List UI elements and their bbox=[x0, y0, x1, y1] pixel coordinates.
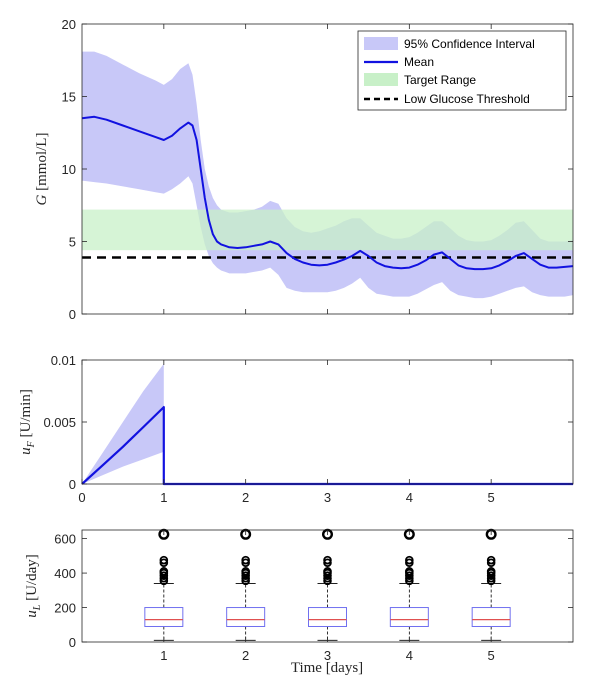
glucose-ytick-label: 20 bbox=[62, 17, 76, 32]
glucose-ytick-label: 10 bbox=[62, 162, 76, 177]
boxplot-xtick-label: 5 bbox=[488, 648, 495, 663]
boxplot-ytick-label: 400 bbox=[54, 566, 76, 581]
infusion-xtick-label: 5 bbox=[488, 490, 495, 505]
boxplot-panel: 0 200 400 600 1 2 3 4 5 uL [U/day] Time [days] bbox=[24, 528, 574, 676]
boxplot-ytick-label: 200 bbox=[54, 601, 76, 616]
box-iqr bbox=[389, 607, 429, 627]
legend: 95% Confidence Interval Mean Target Rang… bbox=[357, 30, 567, 111]
legend-mean-label: Mean bbox=[404, 55, 434, 69]
target-range-band bbox=[82, 209, 573, 251]
infusion-xtick-label: 2 bbox=[242, 490, 249, 505]
infusion-ytick-label: 0.01 bbox=[51, 353, 76, 368]
box-outlier bbox=[405, 555, 414, 565]
infusion-ytick-label: 0 bbox=[69, 477, 76, 492]
boxplot-xtick-label: 3 bbox=[324, 648, 331, 663]
box-outlier bbox=[323, 555, 332, 565]
boxplot-ylabel: uL [U/day] bbox=[24, 554, 43, 617]
box-iqr bbox=[144, 607, 184, 627]
glucose-ylabel: G [mmol/L] bbox=[34, 133, 50, 206]
box-outlier bbox=[241, 567, 250, 576]
legend-ci-label: 95% Confidence Interval bbox=[404, 37, 535, 51]
box-outlier bbox=[486, 555, 496, 565]
legend-ci-swatch bbox=[364, 37, 398, 50]
boxplot-xlabel: Time [days] bbox=[291, 660, 363, 676]
infusion-ytick-label: 0.005 bbox=[43, 415, 76, 430]
boxplot-ytick-label: 600 bbox=[54, 532, 76, 547]
glucose-ytick-label: 5 bbox=[69, 235, 76, 250]
boxplot-xtick-label: 1 bbox=[160, 648, 167, 663]
box-outlier bbox=[159, 567, 169, 576]
glucose-ytick-label: 0 bbox=[69, 307, 76, 322]
box-iqr bbox=[226, 607, 266, 627]
infusion-xtick-label: 4 bbox=[406, 490, 413, 505]
box-iqr bbox=[471, 607, 511, 627]
legend-target-label: Target Range bbox=[404, 73, 476, 87]
infusion-ci-band bbox=[82, 363, 164, 484]
box-outlier bbox=[486, 567, 496, 576]
box-outlier bbox=[405, 567, 414, 576]
infusion-xtick-label: 1 bbox=[160, 490, 167, 505]
infusion-xtick-label: 0 bbox=[78, 490, 85, 505]
glucose-mean-line bbox=[81, 115, 574, 271]
boxplot-xtick-label: 2 bbox=[242, 648, 249, 663]
legend-threshold-label: Low Glucose Threshold bbox=[404, 92, 530, 106]
legend-target-swatch bbox=[364, 73, 398, 86]
box-outlier bbox=[323, 567, 332, 576]
box-outlier bbox=[241, 555, 250, 565]
infusion-ylabel: uF [U/min] bbox=[18, 389, 37, 455]
box-iqr bbox=[308, 607, 347, 627]
boxplot-xtick-label: 4 bbox=[406, 648, 413, 663]
infusion-xtick-label: 3 bbox=[324, 490, 331, 505]
glucose-panel: 0 5 10 15 20 G [mmol/L] 95% Confidence Inter… bbox=[34, 17, 574, 322]
box-outlier bbox=[159, 555, 169, 565]
infusion-panel: 0 0.005 0.01 0 1 2 3 4 5 uF [U/min] bbox=[18, 353, 574, 505]
boxplot-ytick-label: 0 bbox=[69, 635, 76, 650]
glucose-ytick-label: 15 bbox=[62, 90, 76, 105]
